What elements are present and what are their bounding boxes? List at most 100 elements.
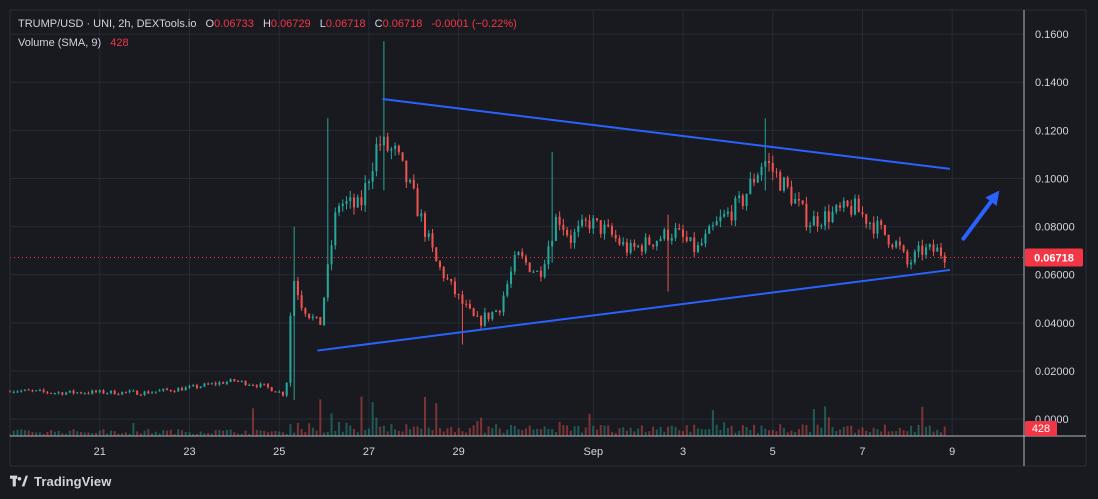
candle (248, 383, 251, 386)
candle-body (427, 233, 430, 237)
volume-bar (53, 431, 56, 436)
volume-bar (906, 431, 909, 436)
candle (801, 200, 804, 206)
candle-body (708, 226, 711, 234)
candle-body (147, 391, 150, 394)
volume-bar (76, 431, 79, 436)
candle (457, 293, 460, 300)
candle (674, 222, 677, 242)
candle-body (132, 390, 135, 392)
candle (229, 378, 232, 383)
tradingview-brand[interactable]: TradingView (10, 472, 111, 490)
candle (431, 229, 434, 252)
volume-bar (883, 424, 886, 436)
candle-body (644, 237, 647, 252)
volume-bar (382, 425, 385, 436)
candle (270, 386, 273, 392)
candle-body (50, 392, 53, 394)
high-value: 0.06729 (270, 18, 311, 30)
candle (569, 229, 572, 249)
candle (427, 229, 430, 241)
volume-bar (136, 431, 139, 436)
volume-bar (767, 430, 771, 436)
volume-bar (853, 432, 857, 436)
symbol-label[interactable]: TRUMP/USD · UNI, 2h, DEXTools.io (18, 18, 197, 30)
volume-bar (450, 427, 453, 436)
candle (394, 142, 397, 156)
candle (663, 227, 666, 241)
volume-bar (528, 425, 531, 436)
candle-body (409, 179, 412, 183)
volume-bar (521, 430, 524, 436)
candle-body (154, 391, 157, 393)
candle (405, 160, 408, 189)
candle-body (812, 216, 815, 226)
candle (218, 380, 221, 387)
candle-body (782, 177, 785, 191)
candle-body (188, 386, 191, 388)
volume-bar (394, 429, 397, 436)
candle-body (308, 313, 311, 319)
volume-bar (61, 433, 64, 436)
candle-body (839, 205, 842, 208)
candle (319, 317, 322, 326)
candle (928, 243, 931, 251)
candle (94, 389, 98, 394)
volume-bar (42, 433, 45, 436)
volume-bar (603, 425, 606, 436)
candle-body (521, 252, 524, 257)
volume-bar (674, 427, 677, 436)
candle (551, 152, 554, 263)
candle-body (27, 389, 30, 391)
candle-body (622, 242, 625, 245)
candle-body (513, 255, 516, 272)
x-tick-label: 21 (94, 446, 106, 458)
candle (76, 392, 79, 394)
candle-body (502, 295, 505, 313)
candle-body (618, 238, 621, 245)
volume-bar (831, 427, 834, 436)
volume-bar (203, 433, 206, 436)
candle-body (693, 237, 696, 252)
x-tick-label: 3 (680, 446, 686, 458)
x-tick-label: Sep (583, 446, 603, 458)
candle-body (532, 271, 535, 273)
candle (498, 310, 501, 316)
y-tick-label: 0.06000 (1035, 270, 1075, 282)
candle (644, 233, 647, 255)
volume-bar (846, 425, 849, 436)
volume-bar (599, 424, 602, 436)
candle-body (296, 280, 299, 296)
candle (861, 206, 864, 218)
candle-body (330, 245, 333, 265)
candle-body (667, 229, 670, 241)
candle (880, 218, 883, 230)
candle-body (195, 385, 198, 388)
volume-bar (577, 425, 580, 436)
volume-bar (943, 426, 946, 436)
candle (543, 259, 546, 279)
candle (330, 239, 333, 271)
candle (53, 392, 56, 395)
candle-body (902, 245, 905, 252)
candle-body (143, 391, 146, 395)
candle-body (461, 294, 464, 304)
candle (337, 202, 341, 217)
candle (166, 387, 169, 391)
candle (487, 312, 490, 322)
candle (925, 243, 928, 259)
candle-body (356, 197, 359, 208)
candle-body (610, 226, 613, 235)
candle-body (674, 228, 677, 238)
volume-label[interactable]: Volume (SMA, 9) (18, 37, 102, 49)
candle (72, 389, 75, 395)
candle (266, 382, 270, 389)
candle-body (371, 171, 374, 182)
candle-body (652, 244, 655, 247)
volume-bar (244, 430, 247, 436)
candle-body (106, 393, 109, 395)
volume-bar (177, 429, 180, 436)
candle-body (910, 262, 913, 265)
